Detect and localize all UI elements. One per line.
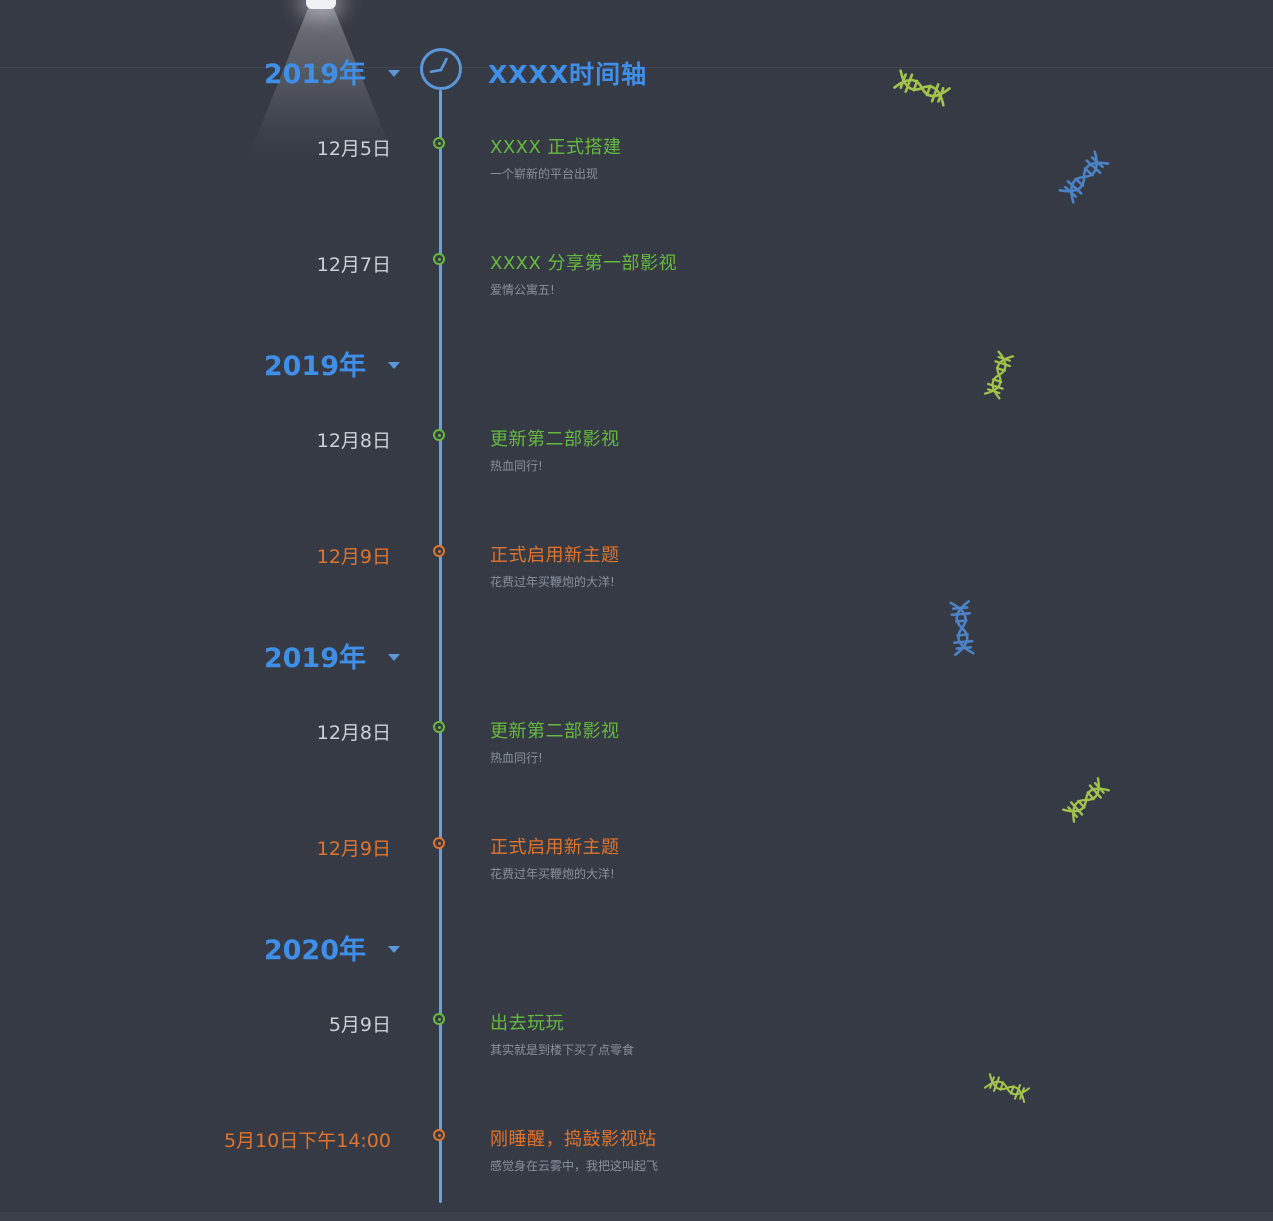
year-label: 2019年 (263, 58, 366, 90)
entry-description: 感觉身在云雾中，我把这叫起飞 (490, 1159, 659, 1173)
clock-icon (420, 48, 462, 90)
entry-date: 12月9日 (316, 546, 391, 568)
entry-title: XXXX 分享第一部影视 (490, 253, 678, 274)
entry-title: 正式启用新主题 (490, 545, 620, 566)
dna-icon (893, 69, 951, 107)
entry-title: XXXX 正式搭建 (490, 137, 622, 158)
entry-title: 更新第二部影视 (490, 721, 620, 742)
timeline-dot-icon (433, 253, 445, 265)
timeline-dot-icon (433, 721, 445, 733)
entry-description: 花费过年买鞭炮的大洋! (490, 575, 615, 589)
year-header-2019-b[interactable]: 2019年 (0, 345, 400, 382)
entry-description: 花费过年买鞭炮的大洋! (490, 867, 615, 881)
dna-icon (983, 350, 1015, 400)
page-title: XXXX时间轴 (488, 60, 648, 89)
header-divider (0, 67, 1273, 68)
entry-date: 5月10日下午14:00 (223, 1130, 391, 1152)
timeline-dot-icon (433, 137, 445, 149)
year-header-2020[interactable]: 2020年 (0, 929, 400, 966)
chevron-down-icon (388, 361, 400, 369)
chevron-down-icon (388, 945, 400, 953)
entry-date: 12月7日 (316, 254, 391, 276)
timeline-entry: 12月5日 XXXX 正式搭建 一个崭新的平台出现 (0, 133, 1273, 197)
timeline-line (439, 90, 442, 1203)
year-label: 2019年 (263, 350, 366, 382)
footer-strip (0, 1212, 1273, 1221)
dna-icon (1062, 777, 1110, 823)
dna-icon (1058, 150, 1110, 204)
timeline-entry: 12月9日 正式启用新主题 花费过年买鞭炮的大洋! (0, 541, 1273, 605)
timeline-entry: 5月9日 出去玩玩 其实就是到楼下买了点零食 (0, 1009, 1273, 1073)
chevron-down-icon (388, 653, 400, 661)
year-label: 2019年 (263, 642, 366, 674)
entry-date: 5月9日 (328, 1014, 391, 1036)
entry-description: 一个崭新的平台出现 (490, 167, 599, 181)
entry-date: 12月8日 (316, 430, 391, 452)
timeline-entry: 12月9日 正式启用新主题 花费过年买鞭炮的大洋! (0, 833, 1273, 897)
timeline-dot-icon (433, 545, 445, 557)
year-label: 2020年 (263, 934, 366, 966)
entry-title: 出去玩玩 (490, 1013, 564, 1034)
entry-description: 热血同行! (490, 459, 543, 473)
entry-description: 热血同行! (490, 751, 543, 765)
entry-title: 正式启用新主题 (490, 837, 620, 858)
entry-title: 更新第二部影视 (490, 429, 620, 450)
entry-date: 12月9日 (316, 838, 391, 860)
timeline-entry: 12月8日 更新第二部影视 热血同行! (0, 717, 1273, 781)
entry-description: 其实就是到楼下买了点零食 (490, 1043, 635, 1057)
entry-date: 12月8日 (316, 722, 391, 744)
timeline-entry: 12月7日 XXXX 分享第一部影视 爱情公寓五! (0, 249, 1273, 313)
dna-icon (983, 1073, 1031, 1103)
entry-date: 12月5日 (316, 138, 391, 160)
dna-icon (949, 600, 975, 656)
entry-description: 爱情公寓五! (490, 283, 555, 297)
timeline-dot-icon (433, 429, 445, 441)
timeline-entry: 12月8日 更新第二部影视 热血同行! (0, 425, 1273, 489)
entry-title: 刚睡醒，捣鼓影视站 (490, 1129, 657, 1150)
timeline-dot-icon (433, 1129, 445, 1141)
timeline-dot-icon (433, 837, 445, 849)
spotlight-lamp-icon (306, 0, 336, 9)
timeline-entry: 5月10日下午14:00 刚睡醒，捣鼓影视站 感觉身在云雾中，我把这叫起飞 (0, 1125, 1273, 1189)
timeline-dot-icon (433, 1013, 445, 1025)
year-header-2019-a[interactable]: 2019年 (0, 53, 400, 90)
year-header-2019-c[interactable]: 2019年 (0, 637, 400, 674)
chevron-down-icon (388, 69, 400, 77)
